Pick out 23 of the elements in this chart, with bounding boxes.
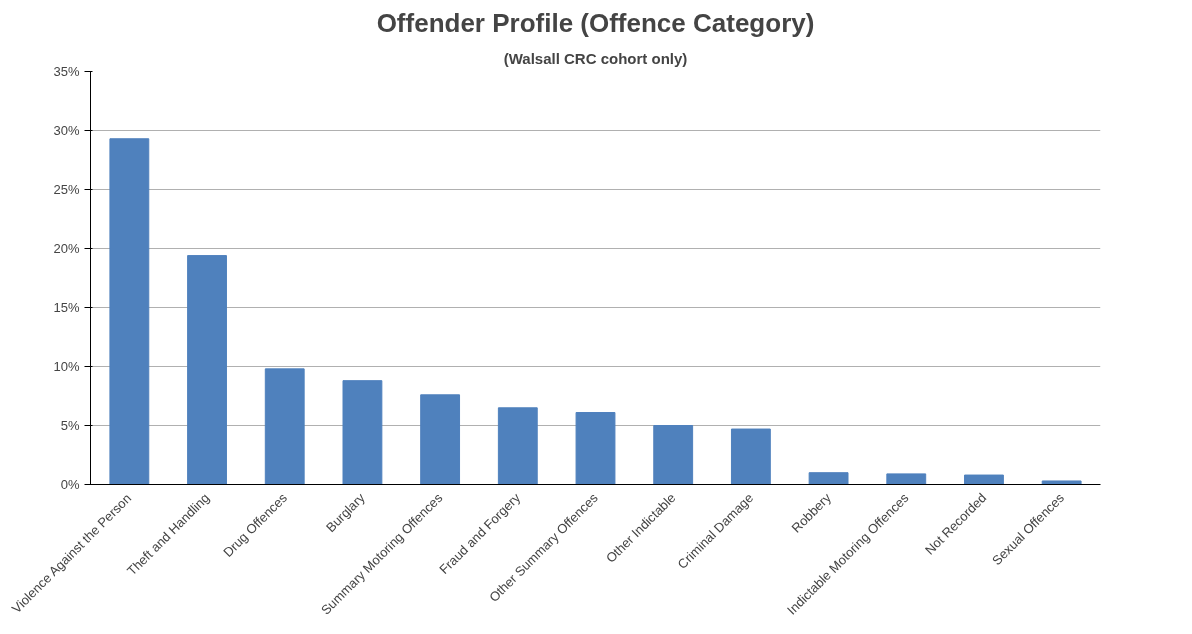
y-tick-label: 5% [60,418,80,433]
bar [1041,480,1082,485]
bar [420,394,461,485]
y-tick-label: 10% [53,359,80,374]
y-tick-label: 35% [53,64,80,79]
bar [264,368,305,485]
y-tick-label: 25% [53,182,80,197]
bar [497,407,538,485]
bar [109,138,150,485]
bar [730,428,771,485]
y-tick-label: 20% [53,241,80,256]
bar [653,425,694,485]
y-tick-label: 0% [60,477,80,492]
bar [886,473,927,485]
bar [964,474,1004,485]
bar [187,255,227,485]
bar [575,412,616,485]
bar [342,380,383,485]
y-tick-label: 30% [53,123,80,138]
y-tick-label: 15% [53,300,80,315]
chart-title: Offender Profile (Offence Category) [376,7,815,38]
chart-subtitle: (Walsall CRC cohort only) [503,49,688,67]
bar [808,472,849,485]
